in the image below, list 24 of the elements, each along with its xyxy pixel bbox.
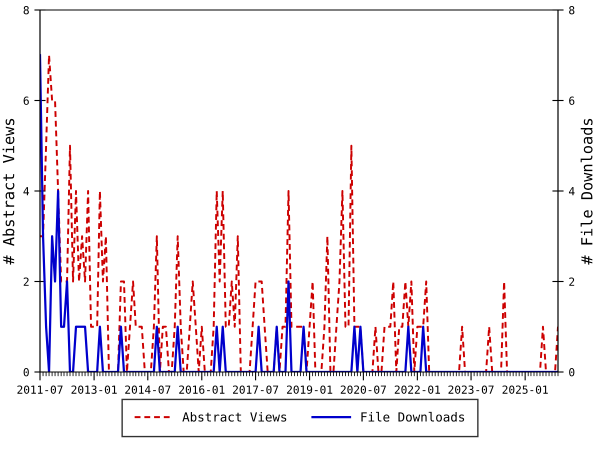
legend-label: Abstract Views [182, 412, 286, 422]
y2-tick-label: 6 [569, 96, 574, 105]
x-tick-label: 2023-07 [448, 385, 494, 394]
x-tick-label: 2011-07 [17, 385, 63, 394]
y2-tick-label: 4 [568, 187, 575, 196]
x-tick-label: 2019-01 [286, 385, 332, 394]
x-tick-label: 2013-01 [72, 385, 117, 394]
y2-tick-label: 8 [569, 6, 574, 14]
y2-axis-title: # File Downloads [580, 118, 593, 265]
y-axis-title: # Abstract Views [2, 118, 14, 265]
y2-tick-label: 2 [569, 278, 574, 286]
x-tick-label: 2017-07 [232, 385, 278, 394]
legend-label: File Downloads [361, 412, 464, 422]
y-tick-label: 4 [23, 187, 30, 196]
y2-tick-label: 0 [569, 368, 574, 376]
y-tick-label: 0 [24, 368, 29, 376]
x-tick-label: 2016-01 [179, 385, 224, 394]
y-tick-label: 2 [24, 278, 29, 286]
y-tick-label: 6 [24, 96, 29, 105]
x-tick-label: 2020-07 [340, 385, 386, 394]
x-tick-label: 2014-07 [125, 385, 170, 394]
y-tick-label: 8 [24, 6, 29, 14]
x-tick-label: 2025-01 [502, 385, 548, 394]
x-tick-label: 2022-01 [394, 385, 440, 394]
